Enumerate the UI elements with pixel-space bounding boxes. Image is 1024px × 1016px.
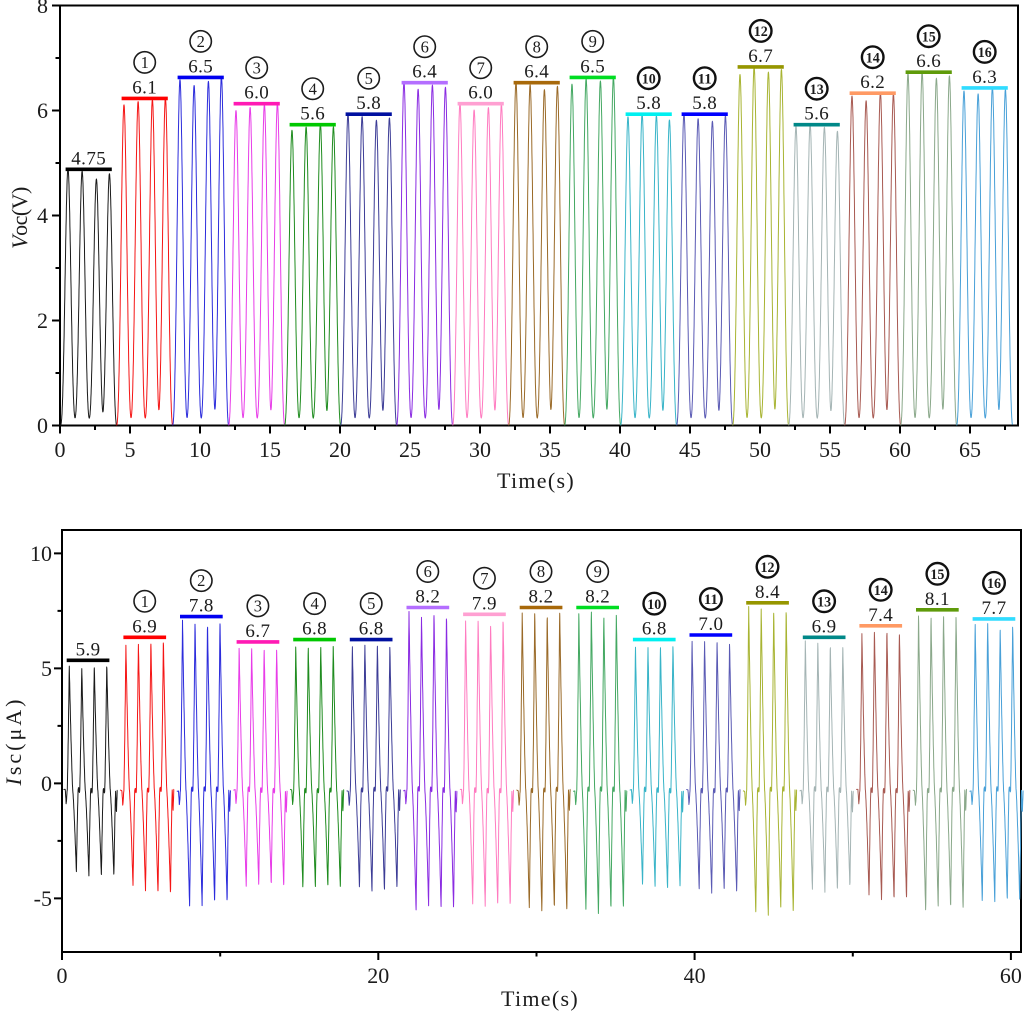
svg-text:3: 3 [253, 58, 261, 77]
svg-text:6.5: 6.5 [580, 56, 605, 77]
svg-text:15: 15 [930, 567, 944, 583]
svg-text:60: 60 [1000, 963, 1022, 988]
svg-text:7.7: 7.7 [982, 598, 1007, 619]
svg-text:7.4: 7.4 [868, 605, 893, 626]
svg-text:50: 50 [749, 437, 771, 462]
svg-text:6.9: 6.9 [812, 616, 837, 637]
svg-text:10: 10 [642, 71, 656, 87]
svg-text:7.8: 7.8 [189, 596, 214, 617]
svg-text:4: 4 [37, 203, 48, 228]
svg-text:6.0: 6.0 [244, 83, 269, 104]
svg-text:8.2: 8.2 [585, 587, 610, 608]
svg-text:45: 45 [679, 437, 701, 462]
svg-text:-5: -5 [34, 886, 52, 911]
svg-text:5.8: 5.8 [692, 93, 717, 114]
svg-text:2: 2 [197, 32, 205, 51]
svg-text:7.0: 7.0 [698, 614, 723, 635]
svg-text:8: 8 [533, 37, 541, 56]
svg-text:2: 2 [197, 571, 205, 590]
svg-text:14: 14 [874, 583, 888, 599]
svg-text:20: 20 [329, 437, 351, 462]
svg-text:5: 5 [367, 594, 375, 613]
svg-text:6.8: 6.8 [642, 619, 667, 640]
svg-text:7: 7 [480, 569, 488, 588]
svg-text:0: 0 [55, 437, 66, 462]
svg-text:6.5: 6.5 [188, 56, 213, 77]
svg-text:15: 15 [259, 437, 281, 462]
svg-text:5: 5 [41, 656, 52, 681]
svg-text:9: 9 [589, 32, 597, 51]
svg-text:5: 5 [365, 69, 373, 88]
svg-text:4.75: 4.75 [71, 148, 106, 169]
svg-text:20: 20 [367, 963, 389, 988]
svg-text:8.2: 8.2 [415, 587, 440, 608]
svg-text:1: 1 [141, 592, 149, 611]
svg-text:6.2: 6.2 [860, 72, 885, 93]
svg-text:30: 30 [469, 437, 491, 462]
svg-text:16: 16 [987, 576, 1001, 592]
svg-text:7.9: 7.9 [472, 593, 497, 614]
svg-text:Time(s): Time(s) [497, 468, 575, 493]
svg-text:10: 10 [647, 597, 661, 613]
svg-text:0: 0 [37, 413, 48, 438]
svg-text:6.8: 6.8 [359, 619, 384, 640]
svg-text:6.7: 6.7 [245, 621, 270, 642]
svg-text:16: 16 [978, 45, 992, 61]
svg-text:5.9: 5.9 [76, 639, 101, 660]
svg-text:4: 4 [309, 79, 317, 98]
svg-text:Voc(V): Voc(V) [7, 187, 32, 249]
svg-text:6.4: 6.4 [524, 62, 549, 83]
svg-text:5.8: 5.8 [356, 93, 381, 114]
svg-text:6: 6 [424, 562, 432, 581]
svg-text:6.1: 6.1 [132, 77, 157, 98]
svg-text:13: 13 [817, 595, 831, 611]
svg-text:60: 60 [889, 437, 911, 462]
svg-text:8: 8 [537, 562, 545, 581]
svg-text:25: 25 [399, 437, 421, 462]
svg-text:40: 40 [609, 437, 631, 462]
svg-text:55: 55 [819, 437, 841, 462]
svg-text:4: 4 [310, 594, 318, 613]
svg-text:10: 10 [30, 541, 52, 566]
svg-text:35: 35 [539, 437, 561, 462]
svg-text:13: 13 [810, 82, 824, 98]
svg-text:8.2: 8.2 [529, 587, 554, 608]
svg-text:6.8: 6.8 [302, 619, 327, 640]
svg-text:5.8: 5.8 [636, 93, 661, 114]
svg-text:6.9: 6.9 [132, 616, 157, 637]
svg-text:2: 2 [37, 308, 48, 333]
svg-text:Isc(μA): Isc(μA) [1, 697, 26, 787]
svg-text:6: 6 [421, 37, 429, 56]
svg-text:6.0: 6.0 [468, 83, 493, 104]
svg-text:6.7: 6.7 [748, 46, 773, 67]
svg-text:14: 14 [866, 50, 880, 66]
svg-text:0: 0 [57, 963, 68, 988]
svg-text:15: 15 [922, 29, 936, 45]
svg-text:8.1: 8.1 [925, 589, 950, 610]
svg-text:6.3: 6.3 [972, 67, 997, 88]
svg-text:Time(s): Time(s) [501, 986, 579, 1011]
svg-text:11: 11 [704, 592, 718, 608]
svg-text:6: 6 [37, 98, 48, 123]
svg-text:0: 0 [41, 771, 52, 796]
svg-text:12: 12 [761, 560, 775, 576]
svg-text:65: 65 [959, 437, 981, 462]
svg-text:8: 8 [37, 0, 48, 18]
svg-text:7: 7 [477, 58, 485, 77]
svg-text:9: 9 [594, 562, 602, 581]
svg-text:12: 12 [754, 24, 768, 40]
svg-text:5.6: 5.6 [300, 104, 325, 125]
svg-text:5.6: 5.6 [804, 104, 829, 125]
svg-text:40: 40 [684, 963, 706, 988]
svg-text:10: 10 [189, 437, 211, 462]
svg-text:8.4: 8.4 [755, 582, 780, 603]
svg-text:6.4: 6.4 [412, 62, 437, 83]
svg-text:5: 5 [125, 437, 136, 462]
svg-text:1: 1 [141, 53, 149, 72]
svg-text:6.6: 6.6 [916, 51, 941, 72]
svg-text:3: 3 [254, 597, 262, 616]
svg-text:11: 11 [698, 71, 712, 87]
